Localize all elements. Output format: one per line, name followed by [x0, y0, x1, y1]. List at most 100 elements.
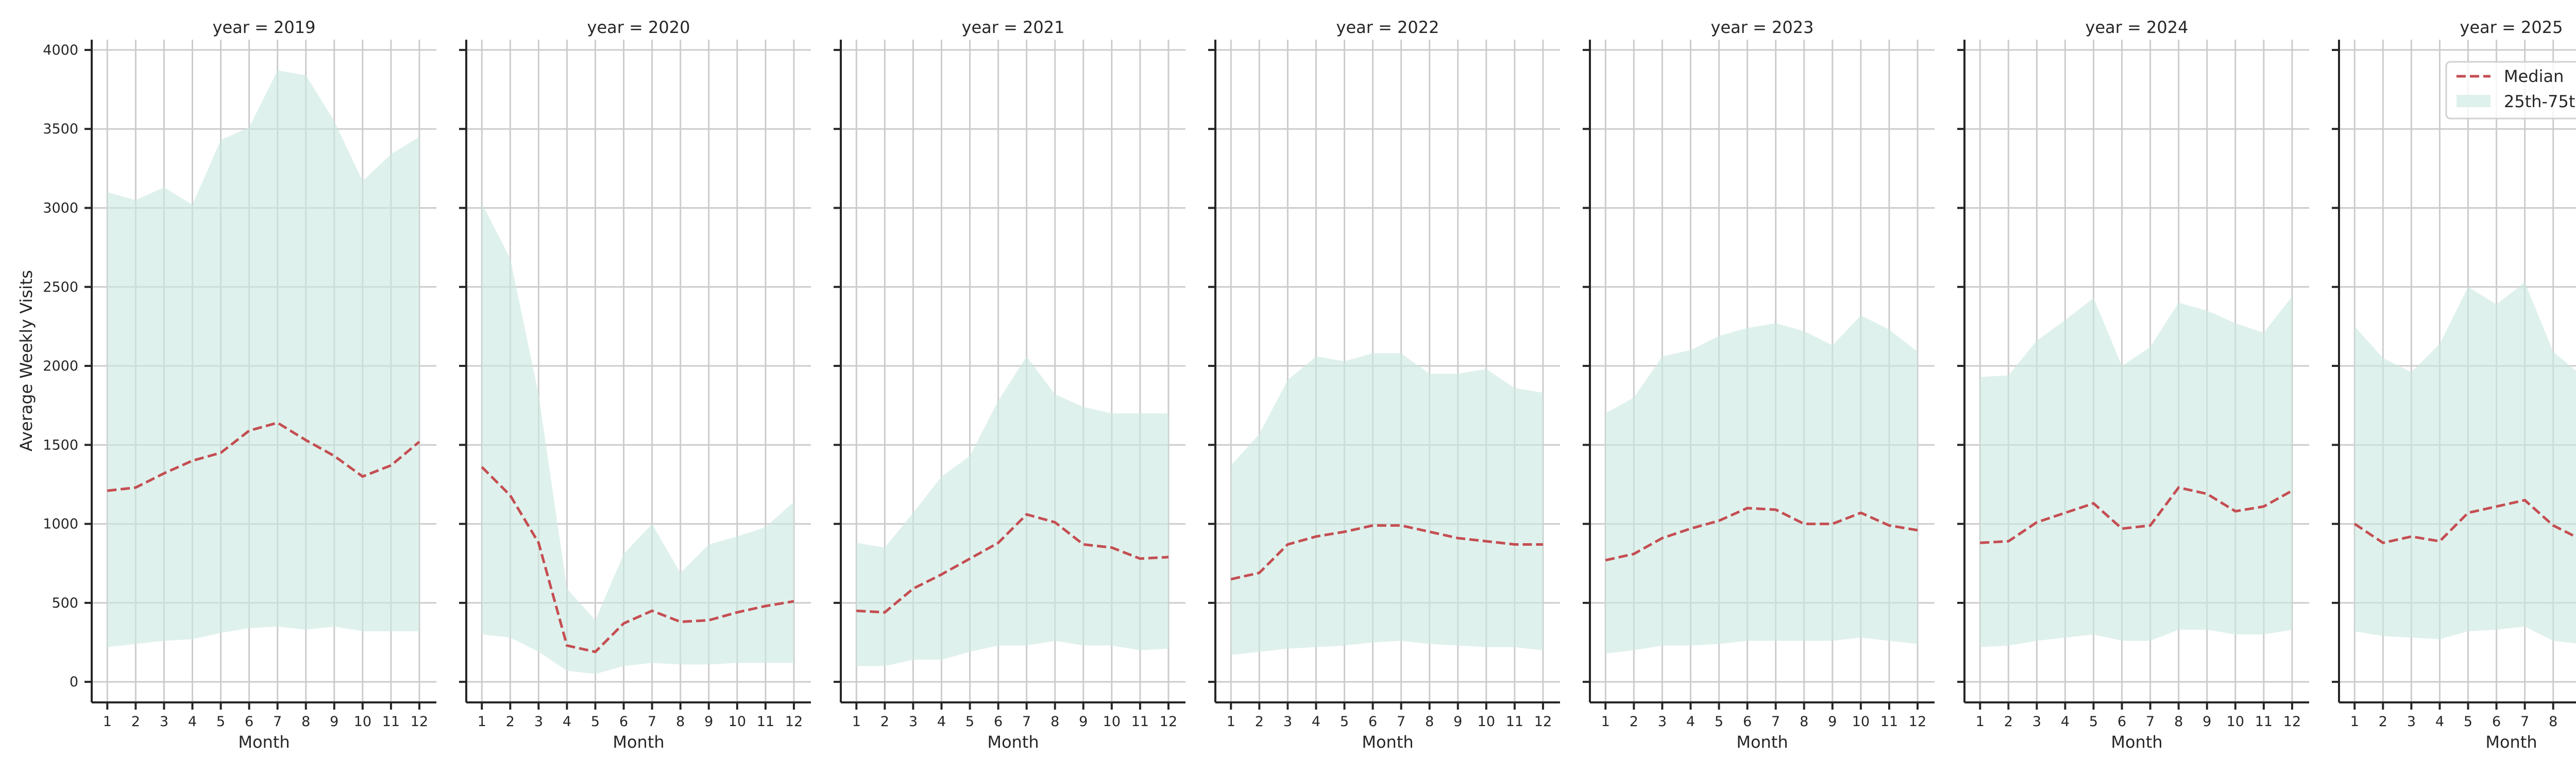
x-tick-label: 12: [1534, 714, 1552, 730]
y-tick-label: 3000: [43, 200, 78, 216]
median-line: [856, 513, 1169, 614]
x-tick-label: 5: [2464, 714, 2472, 730]
percentile-band: [1605, 315, 1918, 653]
x-axis-label: Month: [613, 732, 664, 752]
legend-median-label: Median: [2504, 66, 2564, 86]
x-tick-label: 10: [354, 714, 371, 730]
x-tick-label: 8: [2174, 714, 2183, 730]
x-tick-label: 1: [2350, 714, 2359, 730]
x-tick-label: 12: [1909, 714, 1926, 730]
x-tick-label: 4: [563, 714, 571, 730]
x-tick-label: 4: [188, 714, 197, 730]
x-tick-label: 3: [2407, 714, 2416, 730]
x-tick-label: 11: [757, 714, 774, 730]
percentile-band: [107, 70, 419, 647]
x-tick-label: 8: [676, 714, 685, 730]
x-tick-label: 3: [909, 714, 918, 730]
x-tick-label: 9: [1828, 714, 1837, 730]
x-tick-label: 8: [1050, 714, 1059, 730]
y-tick-label: 0: [70, 674, 78, 690]
legend-band-swatch: [2456, 95, 2490, 107]
median-line: [107, 421, 420, 492]
y-tick-label: 2000: [43, 358, 78, 374]
legend: Median 25th-75th Percentile: [2445, 61, 2576, 120]
x-tick-label: 6: [2117, 714, 2126, 730]
x-axis-label: Month: [238, 732, 290, 752]
x-tick-label: 5: [965, 714, 974, 730]
median-line: [1980, 486, 2293, 544]
median-line: [1605, 507, 1918, 562]
panel-title: year = 2019: [213, 18, 316, 37]
x-tick-label: 1: [1976, 714, 1985, 730]
x-tick-label: 6: [1368, 714, 1377, 730]
x-axis-label: Month: [2111, 732, 2162, 752]
x-tick-label: 6: [994, 714, 1003, 730]
x-tick-label: 2: [880, 714, 889, 730]
x-tick-label: 6: [2492, 714, 2501, 730]
x-tick-label: 3: [1658, 714, 1667, 730]
x-tick-label: 9: [704, 714, 713, 730]
x-tick-label: 8: [301, 714, 310, 730]
x-tick-label: 7: [1397, 714, 1405, 730]
x-tick-label: 4: [2061, 714, 2070, 730]
x-tick-label: 5: [1715, 714, 1723, 730]
x-tick-label: 3: [160, 714, 168, 730]
x-tick-label: 7: [2520, 714, 2529, 730]
x-axis-label: Month: [1736, 732, 1788, 752]
percentile-band: [1231, 353, 1543, 656]
x-axis-label: Month: [987, 732, 1039, 752]
y-tick-label: 4000: [43, 42, 78, 58]
x-tick-label: 2: [1630, 714, 1638, 730]
x-tick-label: 3: [1283, 714, 1292, 730]
y-axis-label: Average Weekly Visits: [16, 270, 36, 451]
y-tick-label: 500: [52, 595, 78, 611]
percentile-band: [1980, 296, 2292, 647]
x-tick-label: 2: [1255, 714, 1264, 730]
y-tick-label: 2500: [43, 279, 78, 295]
x-tick-label: 11: [2255, 714, 2273, 730]
panel-title: year = 2021: [962, 18, 1065, 37]
x-tick-label: 11: [382, 714, 400, 730]
panel-title: year = 2020: [587, 18, 690, 37]
median-line: [2353, 498, 2576, 545]
legend-band-label: 25th-75th Percentile: [2504, 92, 2576, 111]
percentile-band: [2354, 282, 2576, 644]
panel-title: year = 2022: [1336, 18, 1439, 37]
x-tick-label: 7: [1771, 714, 1780, 730]
panel-title: year = 2025: [2460, 18, 2563, 37]
median-line: [1230, 524, 1543, 581]
x-tick-label: 10: [1852, 714, 1870, 730]
x-tick-label: 7: [648, 714, 656, 730]
y-tick-label: 1000: [43, 516, 78, 532]
x-tick-label: 12: [2283, 714, 2301, 730]
x-tick-label: 1: [852, 714, 861, 730]
x-tick-label: 5: [216, 714, 225, 730]
x-tick-label: 2: [131, 714, 140, 730]
x-tick-label: 1: [1227, 714, 1235, 730]
panel-title: year = 2023: [1711, 18, 1814, 37]
x-tick-label: 7: [273, 714, 282, 730]
x-tick-label: 8: [1425, 714, 1434, 730]
x-tick-label: 4: [2435, 714, 2444, 730]
x-axis-label: Month: [2485, 732, 2537, 752]
percentile-band: [482, 203, 794, 674]
x-tick-label: 3: [2032, 714, 2041, 730]
x-tick-label: 7: [2146, 714, 2155, 730]
y-tick-label: 1500: [43, 437, 78, 453]
x-tick-label: 3: [534, 714, 543, 730]
x-tick-label: 9: [330, 714, 338, 730]
x-tick-label: 12: [785, 714, 803, 730]
x-tick-label: 11: [1880, 714, 1898, 730]
x-tick-label: 9: [1453, 714, 1462, 730]
x-tick-label: 4: [937, 714, 946, 730]
x-tick-label: 6: [1743, 714, 1752, 730]
x-tick-label: 8: [1800, 714, 1808, 730]
x-tick-label: 6: [619, 714, 628, 730]
x-tick-label: 10: [1103, 714, 1121, 730]
